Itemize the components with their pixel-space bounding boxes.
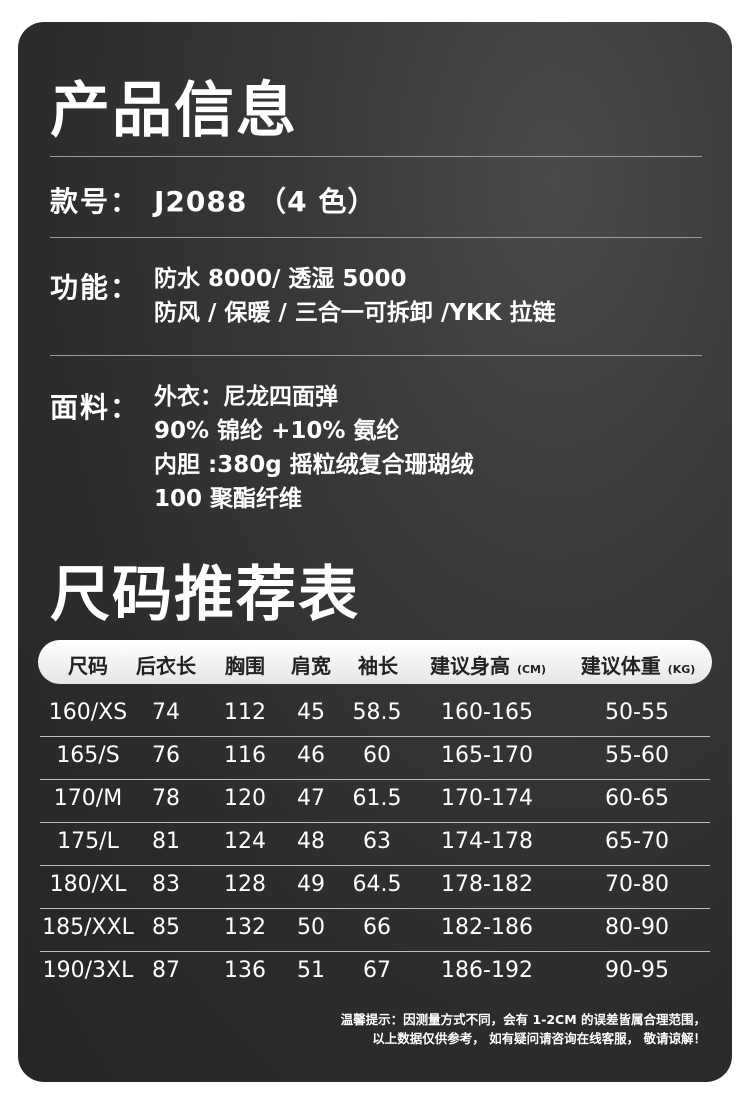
cell-size: 190/3XL: [42, 958, 134, 983]
cell-sleeve: 61.5: [352, 786, 402, 811]
cell-sleeve: 58.5: [352, 700, 402, 725]
header-height-unit: (CM): [516, 663, 547, 676]
cell-size: 170/M: [53, 786, 123, 811]
cell-size: 175/L: [57, 829, 119, 854]
cell-chest: 120: [224, 786, 266, 811]
function-label: 功能：: [50, 271, 141, 304]
cell-weight: 65-70: [605, 829, 669, 854]
cell-chest: 136: [224, 958, 266, 983]
cell-shoulder: 45: [297, 700, 325, 725]
cell-size: 185/XXL: [42, 915, 134, 940]
header-sleeve: 袖长: [358, 654, 398, 678]
cell-weight: 80-90: [605, 915, 669, 940]
cell-height: 182-186: [441, 915, 533, 940]
cell-back-length: 74: [152, 700, 180, 725]
cell-chest: 116: [224, 743, 266, 768]
table-row: 185/XXL 85 132 50 66 182-186 80-90: [18, 909, 732, 952]
divider: [50, 355, 702, 356]
cell-back-length: 81: [152, 829, 180, 854]
fabric-line: 100 聚酯纤维: [154, 486, 303, 512]
cell-shoulder: 48: [297, 829, 325, 854]
header-height: 建议身高 (CM): [430, 650, 546, 679]
cell-chest: 124: [224, 829, 266, 854]
cell-height: 160-165: [441, 700, 533, 725]
cell-weight: 90-95: [605, 958, 669, 983]
cell-weight: 50-55: [605, 700, 669, 725]
cell-back-length: 78: [152, 786, 180, 811]
cell-size: 180/XL: [49, 872, 127, 897]
cell-back-length: 87: [152, 958, 180, 983]
cell-height: 165-170: [441, 743, 533, 768]
cell-back-length: 83: [152, 872, 180, 897]
fabric-line: 外衣：尼龙四面弹: [154, 384, 338, 410]
note-line: 温馨提示：因测量方式不同，会有 1-2CM 的误差皆属合理范围，: [340, 1012, 706, 1027]
header-weight-unit: (KG): [667, 663, 696, 676]
fabric-line: 内胆 :380g 摇粒绒复合珊瑚绒: [154, 452, 474, 478]
cell-sleeve: 64.5: [352, 872, 402, 897]
cell-shoulder: 49: [297, 872, 325, 897]
header-size: 尺码: [68, 654, 108, 678]
measurement-note: 温馨提示：因测量方式不同，会有 1-2CM 的误差皆属合理范围， 以上数据仅供参…: [341, 1010, 706, 1048]
fabric-values: 外衣：尼龙四面弹 90% 锦纶 +10% 氨纶 内胆 :380g 摇粒绒复合珊瑚…: [154, 380, 474, 516]
table-row: 180/XL 83 128 49 64.5 178-182 70-80: [18, 866, 732, 909]
header-weight-label: 建议体重: [580, 654, 661, 678]
cell-shoulder: 51: [297, 958, 325, 983]
note-line: 以上数据仅供参考， 如有疑问请咨询在线客服， 敬请谅解！: [372, 1031, 706, 1046]
cell-height: 178-182: [441, 872, 533, 897]
cell-sleeve: 66: [363, 915, 391, 940]
model-label: 款号：: [50, 185, 141, 218]
cell-shoulder: 46: [297, 743, 325, 768]
divider: [50, 156, 702, 157]
cell-height: 170-174: [441, 786, 533, 811]
cell-sleeve: 67: [363, 958, 391, 983]
row-divider: [40, 951, 710, 952]
row-divider: [40, 908, 710, 909]
cell-size: 165/S: [56, 743, 120, 768]
cell-chest: 132: [224, 915, 266, 940]
cell-weight: 55-60: [605, 743, 669, 768]
cell-size: 160/XS: [48, 700, 128, 725]
header-weight: 建议体重 (KG): [581, 650, 696, 679]
product-info-card: 产品信息 款号： J2088 （4 色） 功能： 防水 8000/ 透湿 500…: [18, 22, 732, 1082]
cell-sleeve: 63: [363, 829, 391, 854]
row-divider: [40, 736, 710, 737]
function-line: 防水 8000/ 透湿 5000: [154, 266, 407, 292]
header-back-length: 后衣长: [136, 654, 196, 678]
cell-weight: 60-65: [605, 786, 669, 811]
cell-shoulder: 50: [297, 915, 325, 940]
size-chart-title: 尺码推荐表: [50, 560, 360, 630]
table-row: 160/XS 74 112 45 58.5 160-165 50-55: [18, 694, 732, 737]
function-line: 防风 / 保暖 / 三合一可拆卸 /YKK 拉链: [154, 300, 556, 326]
model-value: J2088 （4 色）: [154, 185, 377, 218]
header-height-label: 建议身高: [429, 654, 510, 678]
table-row: 170/M 78 120 47 61.5 170-174 60-65: [18, 780, 732, 823]
table-row: 165/S 76 116 46 60 165-170 55-60: [18, 737, 732, 780]
cell-height: 186-192: [441, 958, 533, 983]
cell-shoulder: 47: [297, 786, 325, 811]
header-chest: 胸围: [225, 654, 265, 678]
fabric-label: 面料：: [50, 391, 141, 424]
cell-back-length: 76: [152, 743, 180, 768]
function-values: 防水 8000/ 透湿 5000 防风 / 保暖 / 三合一可拆卸 /YKK 拉…: [154, 262, 556, 330]
table-row: 175/L 81 124 48 63 174-178 65-70: [18, 823, 732, 866]
table-row: 190/3XL 87 136 51 67 186-192 90-95: [18, 952, 732, 995]
cell-chest: 112: [224, 700, 266, 725]
divider: [50, 237, 702, 238]
row-divider: [40, 779, 710, 780]
cell-sleeve: 60: [363, 743, 391, 768]
table-header: 尺码 后衣长 胸围 肩宽 袖长 建议身高 (CM) 建议体重 (KG): [38, 640, 712, 684]
cell-height: 174-178: [441, 829, 533, 854]
cell-back-length: 85: [152, 915, 180, 940]
cell-weight: 70-80: [605, 872, 669, 897]
row-divider: [40, 865, 710, 866]
fabric-line: 90% 锦纶 +10% 氨纶: [154, 418, 400, 444]
product-title: 产品信息: [50, 76, 298, 146]
row-divider: [40, 822, 710, 823]
cell-chest: 128: [224, 872, 266, 897]
header-shoulder: 肩宽: [291, 654, 331, 678]
